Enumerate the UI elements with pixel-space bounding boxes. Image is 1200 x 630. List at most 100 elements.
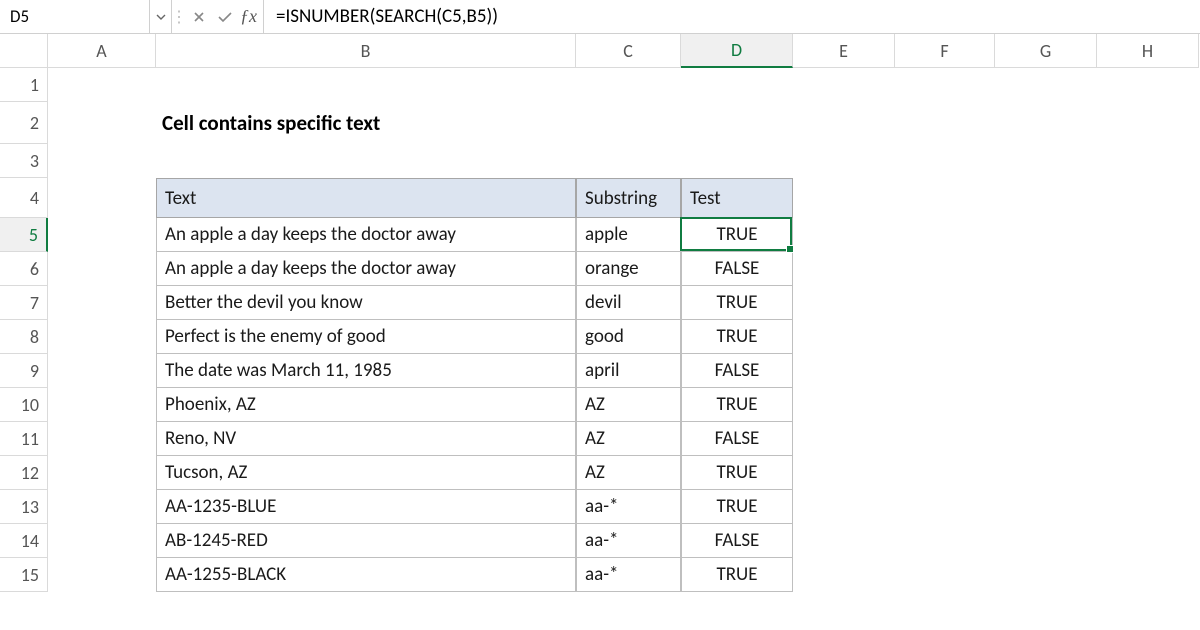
cell-F8[interactable] [895,320,995,354]
column-header-D[interactable]: D [681,34,793,68]
cell-F1[interactable] [895,68,995,102]
row-header-14[interactable]: 14 [0,524,48,558]
cell-E14[interactable] [793,524,895,558]
row-header-9[interactable]: 9 [0,354,48,388]
cell-D6[interactable]: FALSE [681,252,793,286]
cell-C8[interactable]: good [576,320,681,354]
cell-C15[interactable]: aa-* [576,558,681,592]
column-header-A[interactable]: A [48,34,156,68]
cell-H4[interactable] [1097,178,1199,218]
column-header-H[interactable]: H [1097,34,1199,68]
row-header-11[interactable]: 11 [0,422,48,456]
cell-C13[interactable]: aa-* [576,490,681,524]
cell-H14[interactable] [1097,524,1199,558]
cell-A3[interactable] [48,144,156,178]
cell-E7[interactable] [793,286,895,320]
column-header-F[interactable]: F [895,34,995,68]
cell-D8[interactable]: TRUE [681,320,793,354]
cell-C7[interactable]: devil [576,286,681,320]
cell-E1[interactable] [793,68,895,102]
cell-B15[interactable]: AA-1255-BLACK [156,558,576,592]
row-header-2[interactable]: 2 [0,102,48,144]
cell-G13[interactable] [995,490,1097,524]
cell-E2[interactable] [793,102,895,144]
cell-D10[interactable]: TRUE [681,388,793,422]
cell-G15[interactable] [995,558,1097,592]
cell-F7[interactable] [895,286,995,320]
cell-D12[interactable]: TRUE [681,456,793,490]
cell-E13[interactable] [793,490,895,524]
cell-D1[interactable] [681,68,793,102]
row-header-6[interactable]: 6 [0,252,48,286]
cell-A5[interactable] [48,218,156,252]
formula-input[interactable] [264,0,1200,33]
cell-G5[interactable] [995,218,1097,252]
cell-F6[interactable] [895,252,995,286]
cell-H6[interactable] [1097,252,1199,286]
cell-B5[interactable]: An apple a day keeps the doctor away [156,218,576,252]
cell-G2[interactable] [995,102,1097,144]
cell-A12[interactable] [48,456,156,490]
cell-A1[interactable] [48,68,156,102]
cell-G10[interactable] [995,388,1097,422]
cell-C12[interactable]: AZ [576,456,681,490]
worksheet-grid[interactable]: ABCDEFGH12Cell contains specific text34T… [0,34,1200,592]
cell-C2[interactable] [576,102,681,144]
cell-H12[interactable] [1097,456,1199,490]
row-header-12[interactable]: 12 [0,456,48,490]
cell-B1[interactable] [156,68,576,102]
column-header-B[interactable]: B [156,34,576,68]
cell-A10[interactable] [48,388,156,422]
cell-G4[interactable] [995,178,1097,218]
cell-B12[interactable]: Tucson, AZ [156,456,576,490]
cell-E8[interactable] [793,320,895,354]
cell-C11[interactable]: AZ [576,422,681,456]
cell-D2[interactable] [681,102,793,144]
cell-F14[interactable] [895,524,995,558]
cell-A11[interactable] [48,422,156,456]
cell-D7[interactable]: TRUE [681,286,793,320]
cell-A9[interactable] [48,354,156,388]
cell-C14[interactable]: aa-* [576,524,681,558]
enter-formula-button[interactable] [212,0,238,33]
cell-A7[interactable] [48,286,156,320]
name-box[interactable] [0,0,150,33]
cell-G11[interactable] [995,422,1097,456]
cell-B6[interactable]: An apple a day keeps the doctor away [156,252,576,286]
cell-B9[interactable]: The date was March 11, 1985 [156,354,576,388]
cell-B14[interactable]: AB-1245-RED [156,524,576,558]
row-header-10[interactable]: 10 [0,388,48,422]
select-all-corner[interactable] [0,34,48,68]
cell-G9[interactable] [995,354,1097,388]
cell-D3[interactable] [681,144,793,178]
cell-D15[interactable]: TRUE [681,558,793,592]
cell-H10[interactable] [1097,388,1199,422]
cell-H3[interactable] [1097,144,1199,178]
cell-H2[interactable] [1097,102,1199,144]
cell-C6[interactable]: orange [576,252,681,286]
cell-E3[interactable] [793,144,895,178]
cell-A14[interactable] [48,524,156,558]
cell-H9[interactable] [1097,354,1199,388]
cell-A2[interactable] [48,102,156,144]
row-header-7[interactable]: 7 [0,286,48,320]
cell-A8[interactable] [48,320,156,354]
cell-B13[interactable]: AA-1235-BLUE [156,490,576,524]
column-header-C[interactable]: C [576,34,681,68]
cell-D14[interactable]: FALSE [681,524,793,558]
cell-B10[interactable]: Phoenix, AZ [156,388,576,422]
cell-B4[interactable]: Text [156,178,576,218]
cell-A4[interactable] [48,178,156,218]
row-header-5[interactable]: 5 [0,218,48,252]
cell-E12[interactable] [793,456,895,490]
column-header-G[interactable]: G [995,34,1097,68]
row-header-4[interactable]: 4 [0,178,48,218]
name-box-dropdown[interactable] [150,0,172,33]
cell-G1[interactable] [995,68,1097,102]
cell-F10[interactable] [895,388,995,422]
cell-E4[interactable] [793,178,895,218]
cell-F9[interactable] [895,354,995,388]
insert-function-button[interactable]: ƒx [238,0,264,33]
cell-H7[interactable] [1097,286,1199,320]
cell-G7[interactable] [995,286,1097,320]
